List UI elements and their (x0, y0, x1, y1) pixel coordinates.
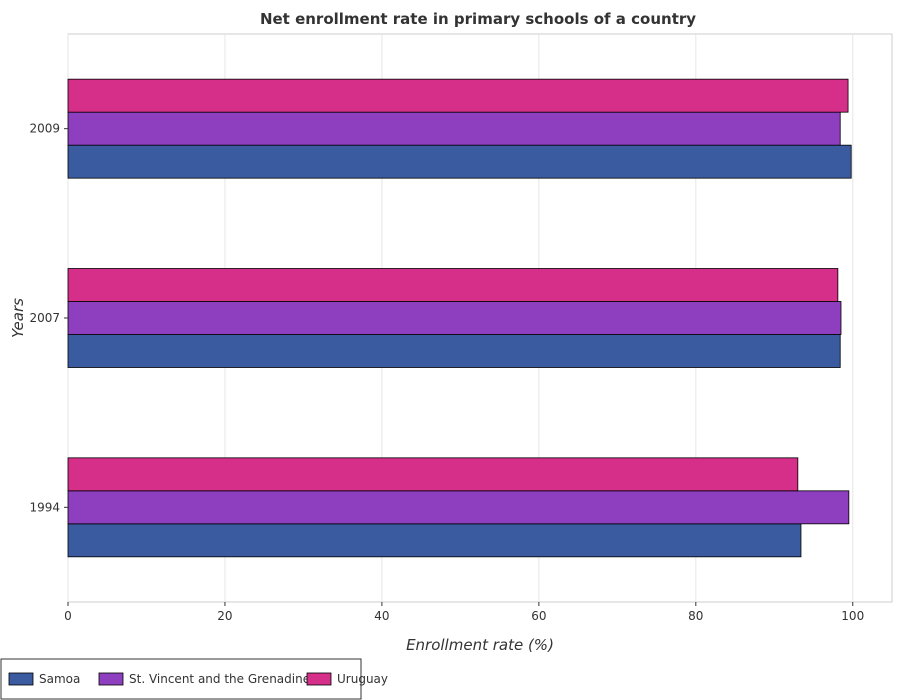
legend-label: Samoa (39, 672, 80, 686)
y-axis-ticks: 1994 2007 2009 (29, 122, 68, 514)
legend-box (0, 658, 362, 700)
x-tick-label: 100 (841, 609, 864, 623)
legend-swatch (98, 672, 124, 686)
bar-st-vincent-and-the-grenadines-2007 (67, 301, 842, 335)
y-axis-label: Years (9, 298, 27, 338)
bars (67, 78, 852, 558)
bar-samoa-1994 (67, 523, 802, 558)
y-tick-label: 2007 (29, 311, 60, 325)
bar-uruguay-1994 (67, 457, 799, 492)
x-axis-ticks: 0 20 40 60 80 100 (64, 602, 864, 623)
chart-title: Net enrollment rate in primary schools o… (260, 10, 696, 28)
x-tick-label: 40 (374, 609, 389, 623)
bar-st-vincent-and-the-grenadines-2009 (67, 111, 841, 146)
x-tick-label: 60 (531, 609, 546, 623)
x-tick-label: 20 (217, 609, 232, 623)
legend-swatch (8, 672, 34, 686)
x-axis-label: Enrollment rate (%) (406, 636, 554, 654)
y-tick-label: 2009 (29, 122, 60, 136)
x-tick-label: 0 (64, 609, 72, 623)
x-tick-label: 80 (688, 609, 703, 623)
bar-uruguay-2009 (67, 78, 849, 113)
y-tick-label: 1994 (29, 500, 60, 514)
bar-samoa-2009 (67, 144, 852, 179)
bar-samoa-2007 (67, 334, 841, 368)
legend-label: St. Vincent and the Grenadines (129, 672, 316, 686)
legend: Samoa St. Vincent and the Grenadines Urugu… (0, 658, 388, 700)
bar-uruguay-2007 (67, 268, 839, 302)
legend-label: Uruguay (337, 672, 388, 686)
bar-st-vincent-and-the-grenadines-1994 (67, 490, 850, 525)
legend-swatch (306, 672, 332, 686)
